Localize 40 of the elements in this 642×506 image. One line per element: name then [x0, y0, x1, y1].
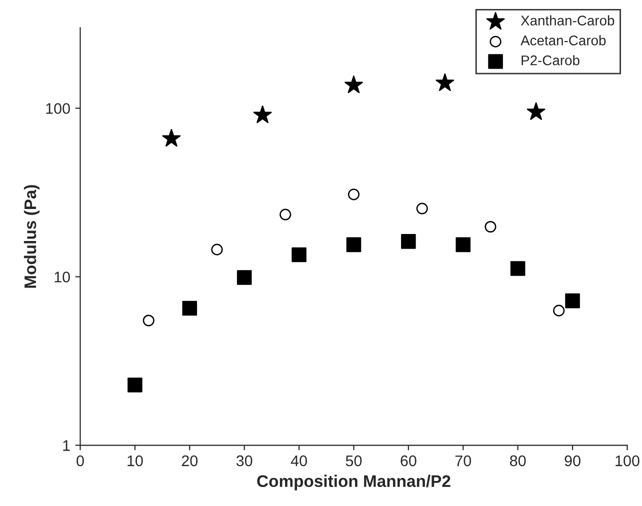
y-tick-label: 1 — [63, 440, 70, 451]
x-tick-label: 50 — [346, 455, 362, 466]
y-axis-title: Modulus (Pa) — [24, 185, 40, 288]
point — [401, 234, 416, 249]
x-tick-label: 40 — [290, 455, 307, 466]
point — [346, 237, 362, 252]
x-tick-label: 70 — [455, 455, 472, 466]
x-tick-label: 30 — [236, 455, 252, 466]
x-axis-title: Composition Mannan/P2 — [257, 474, 450, 490]
x-tick-label: 80 — [510, 455, 526, 466]
y-tick-label: 100 — [46, 103, 70, 114]
point — [484, 220, 496, 233]
point — [553, 304, 565, 316]
legend-label: P2-Carob — [522, 55, 580, 66]
point — [344, 76, 363, 94]
point — [348, 188, 360, 200]
point — [253, 105, 272, 124]
point — [292, 247, 306, 262]
x-tick-label: 90 — [564, 455, 580, 466]
point — [211, 244, 223, 256]
point — [162, 128, 181, 147]
x-tick-label: 10 — [128, 455, 143, 466]
x-tick-label: 60 — [400, 455, 416, 466]
point — [416, 202, 428, 214]
legend-label: Xanthan-Carob — [520, 15, 614, 26]
x-tick-label: 20 — [182, 455, 198, 466]
point — [510, 261, 526, 276]
x-tick-label: 0 — [76, 455, 84, 466]
point — [142, 314, 154, 326]
point — [280, 208, 292, 220]
point — [182, 300, 198, 316]
x-tick-label: 100 — [616, 455, 640, 466]
legend-label: Acetan-Carob — [520, 35, 606, 46]
point — [436, 73, 454, 92]
point — [236, 270, 252, 285]
y-tick-label: 10 — [54, 272, 70, 282]
point — [456, 237, 471, 252]
point — [526, 102, 546, 120]
point — [128, 378, 142, 392]
point — [565, 293, 580, 308]
